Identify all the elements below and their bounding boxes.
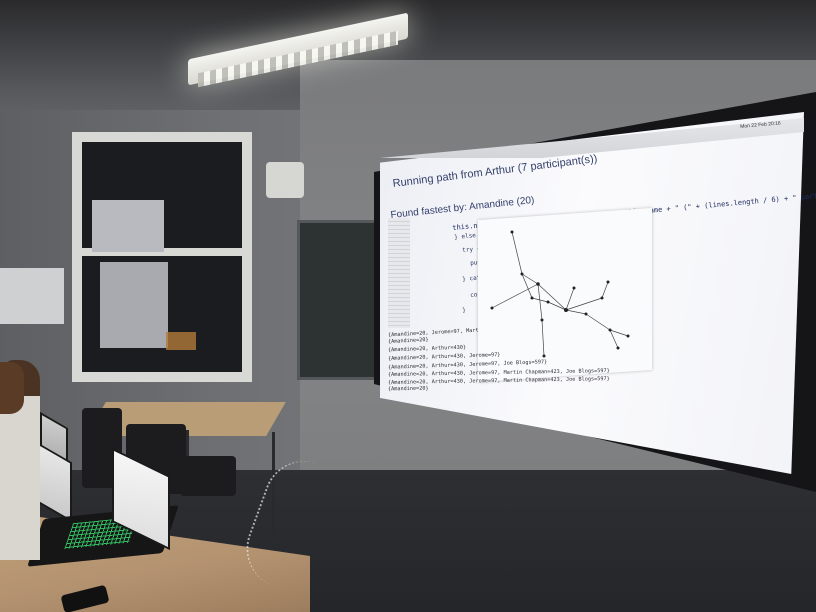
window-notice-upper (92, 200, 164, 252)
projected-file-tree (388, 218, 410, 328)
person-hair (0, 362, 24, 414)
console-output-line: {Amandine=20} (387, 385, 429, 393)
window-frame-bar (82, 248, 242, 256)
projected-network-graph (490, 230, 630, 358)
code-snippet: } (462, 306, 467, 314)
window-notice-lower (100, 262, 168, 348)
blackboard (297, 220, 377, 380)
wall-speaker (266, 162, 304, 198)
chair (180, 456, 236, 496)
window-light-glow (166, 332, 196, 350)
desk-leg (272, 432, 275, 542)
wall-poster (0, 268, 64, 324)
